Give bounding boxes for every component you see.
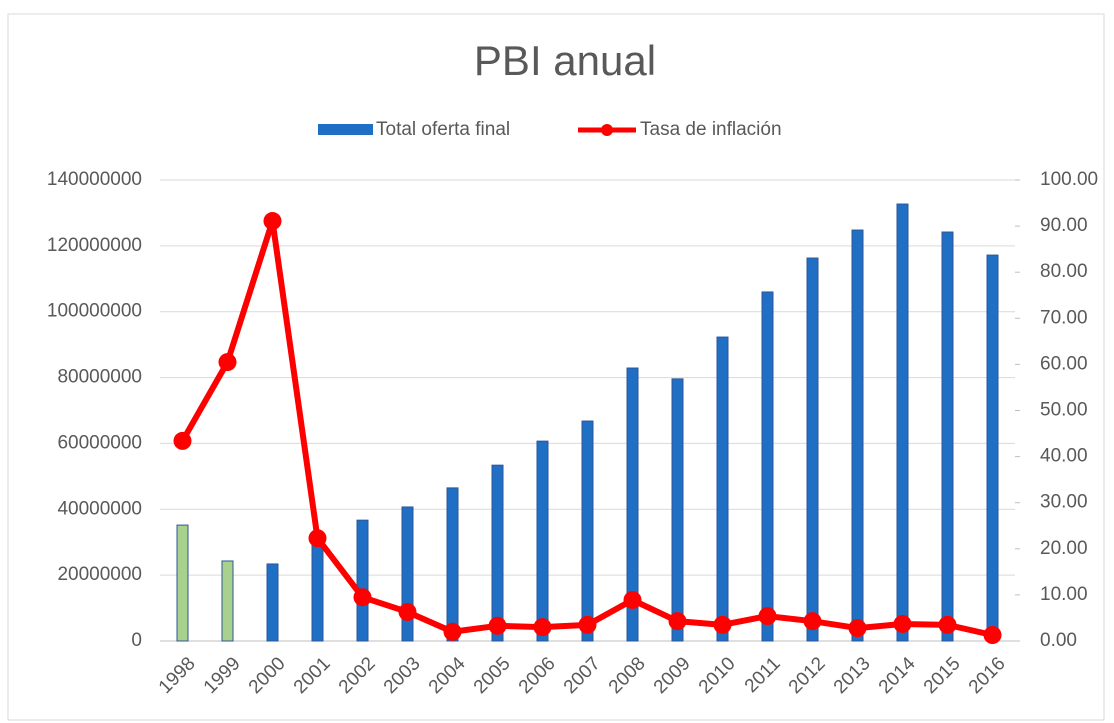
bar [671,378,684,642]
chart-border [7,13,1105,721]
bar [401,506,414,642]
bar [176,524,189,642]
bar [806,257,819,642]
bar [491,464,504,642]
bar [761,291,774,642]
y-tick-label: 20000000 [57,564,142,585]
line-marker [533,618,552,637]
line-marker [938,615,957,634]
y2-tick-label: 90.00 [1040,215,1088,236]
line-marker [398,602,417,621]
y-tick-label: 140000000 [47,169,142,190]
line-marker [353,588,372,607]
bar [446,487,459,642]
y2-tick-label: 60.00 [1040,353,1088,374]
line-marker [668,612,687,631]
line-marker [983,626,1002,645]
line-marker [713,615,732,634]
bar [221,560,234,642]
line-marker [263,212,282,231]
bar [266,563,279,642]
bar [851,229,864,642]
legend-label: Total oferta final [376,119,510,140]
legend-label: Tasa de inflación [640,119,782,140]
y2-tick-label: 100.00 [1040,169,1098,190]
bar [626,367,639,642]
line-marker [893,614,912,633]
legend-swatch-marker [601,124,613,136]
y-tick-label: 60000000 [57,432,142,453]
line-marker [308,529,327,548]
y2-tick-label: 80.00 [1040,261,1088,282]
bar [716,336,729,642]
y-tick-label: 0 [131,630,142,651]
top-strip [0,0,1114,14]
y2-tick-label: 30.00 [1040,492,1088,513]
y2-tick-label: 70.00 [1040,307,1088,328]
line-marker [578,615,597,634]
bar [986,254,999,642]
bar [356,519,369,642]
bar [536,440,549,642]
bar [896,203,909,642]
line-marker [488,616,507,635]
y2-tick-label: 50.00 [1040,400,1088,421]
line-marker [173,431,192,450]
line-marker [758,607,777,626]
line-marker [803,612,822,631]
y2-tick-label: 20.00 [1040,538,1088,559]
y2-tick-label: 40.00 [1040,446,1088,467]
line-marker [218,353,237,372]
chart-title: PBI anual [474,37,656,84]
line-marker [848,619,867,638]
y2-tick-label: 10.00 [1040,584,1088,605]
y2-tick-label: 0.00 [1040,630,1077,651]
line-marker [623,590,642,609]
y-tick-label: 40000000 [57,498,142,519]
legend-swatch [318,124,373,135]
bar [581,420,594,642]
bar [311,541,324,642]
y-tick-label: 120000000 [47,235,142,256]
line-marker [443,622,462,641]
y-tick-label: 100000000 [47,301,142,322]
bar [941,231,954,642]
legend: Total oferta final Tasa de inflación [318,119,782,140]
y-tick-label: 80000000 [57,367,142,388]
